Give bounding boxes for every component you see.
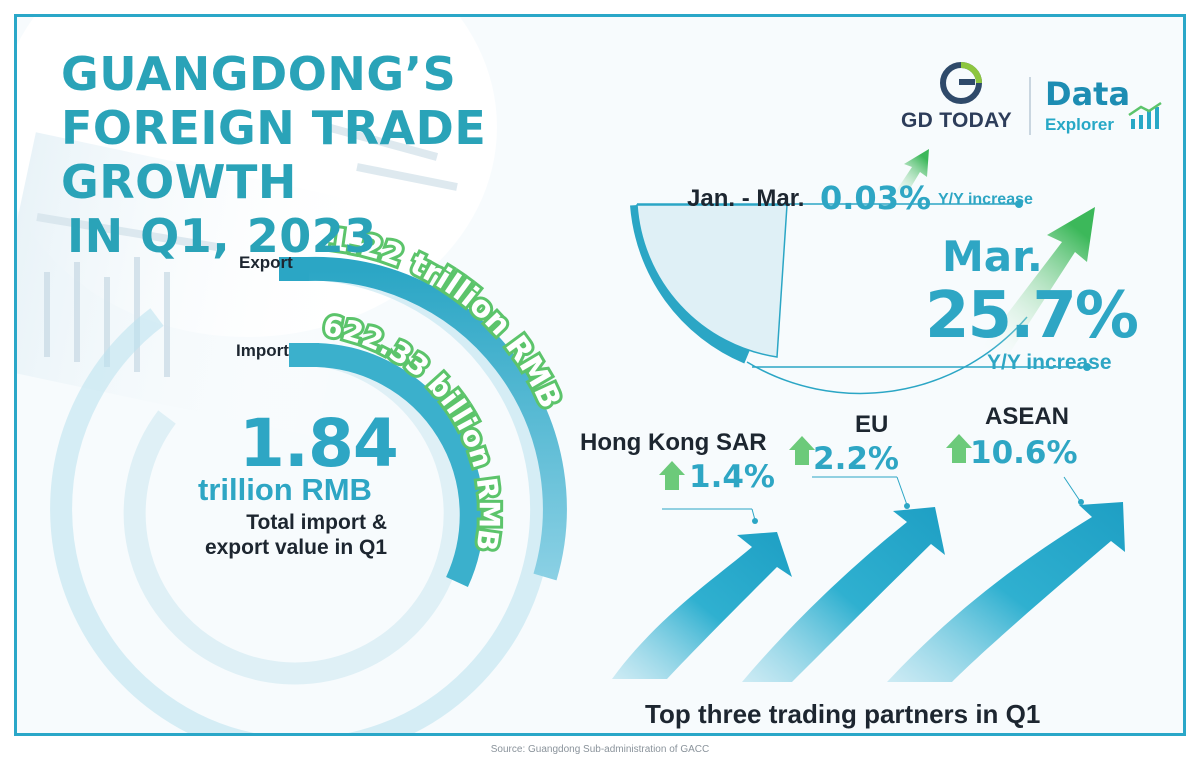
partner-name-asean: ASEAN xyxy=(985,403,1070,430)
jan-mar-value: 0.03% xyxy=(820,179,932,217)
mar-label: Mar. xyxy=(942,232,1043,281)
title-line-3: IN Q1, 2023 xyxy=(67,209,377,263)
product-name-explorer: Explorer xyxy=(1045,115,1114,134)
product-name-data: Data xyxy=(1045,75,1131,113)
import-ring-arc xyxy=(316,343,484,588)
growth-gauge xyxy=(630,149,1095,395)
jan-mar-label: Jan. - Mar. xyxy=(687,185,805,212)
partner-value-asean: 10.6% xyxy=(970,435,1078,471)
total-value: 1.84 xyxy=(239,405,399,482)
chart-up-icon xyxy=(1128,101,1162,129)
mar-value: 25.7% xyxy=(925,279,1139,353)
source-note: Source: Guangdong Sub-administration of … xyxy=(490,744,710,755)
partner-value-eu: 2.2% xyxy=(813,441,899,477)
gd-logo-icon xyxy=(940,62,982,104)
partner-name-hk: Hong Kong SAR xyxy=(580,429,767,456)
title-line-1: GUANGDONG’S xyxy=(61,47,457,101)
total-description: Total import & export value in Q1 xyxy=(167,510,387,560)
partner-arrows xyxy=(612,434,1125,682)
total-desc-line-1: Total import & xyxy=(246,511,387,534)
mar-suffix: Y/Y increase xyxy=(987,351,1112,374)
background-art: 1.22 trillion RMB 622.33 billion RMB xyxy=(17,17,1125,733)
export-label: Export xyxy=(239,253,293,272)
logo-divider xyxy=(1029,77,1031,135)
import-label: Import xyxy=(236,341,289,360)
green-arrow-small xyxy=(892,149,929,202)
page-title: GUANGDONG’S FOREIGN TRADE GROWTH IN Q1, … xyxy=(61,47,681,263)
trade-donut xyxy=(50,256,567,733)
partner-name-eu: EU xyxy=(855,411,889,438)
decor-paper xyxy=(17,17,497,442)
partners-caption: Top three trading partners in Q1 xyxy=(645,699,1041,729)
green-arrow-large xyxy=(982,207,1095,357)
brand-name: GD TODAY xyxy=(901,109,1012,132)
infographic-frame: 1.22 trillion RMB 622.33 billion RMB xyxy=(14,14,1186,736)
partner-value-hk: 1.4% xyxy=(689,459,775,495)
total-unit: trillion RMB xyxy=(198,472,372,507)
total-desc-line-2: export value in Q1 xyxy=(204,536,387,559)
brand-logo: GD TODAY Data Explorer xyxy=(895,57,1175,137)
title-line-2: FOREIGN TRADE GROWTH xyxy=(61,101,487,209)
jan-mar-suffix: Y/Y increase xyxy=(938,191,1033,208)
export-ring-arc xyxy=(306,256,567,581)
